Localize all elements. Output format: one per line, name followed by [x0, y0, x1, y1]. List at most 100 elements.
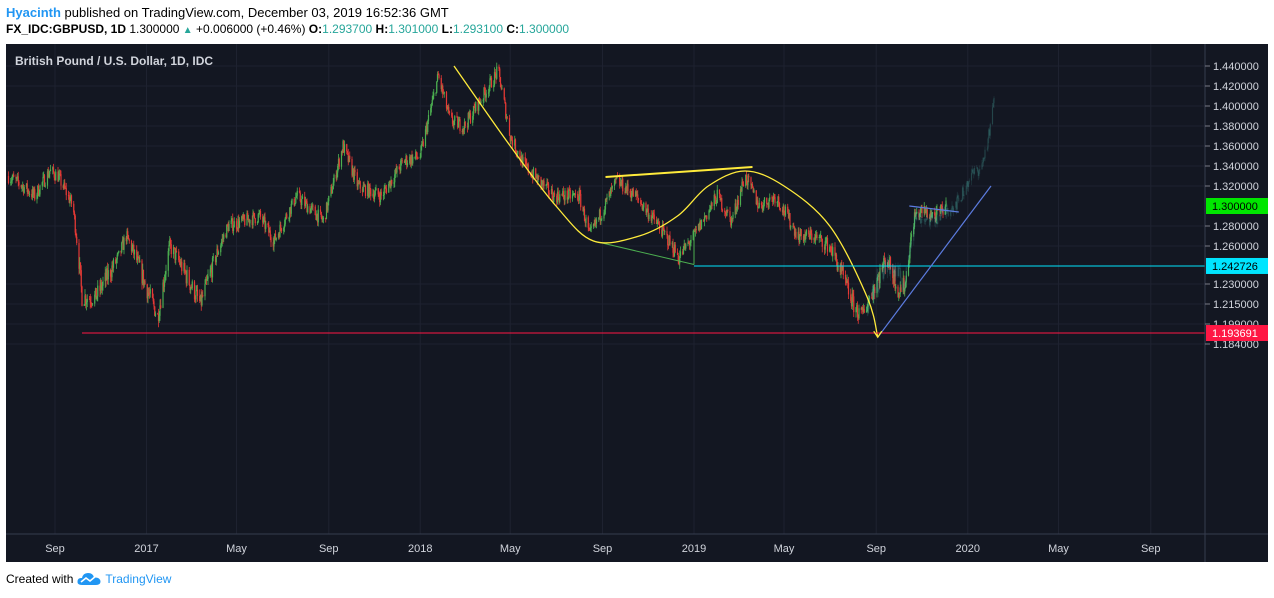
- candle-body: [778, 196, 780, 203]
- candle-body: [573, 193, 575, 195]
- candle-body: [613, 180, 616, 186]
- candle-body: [10, 181, 12, 183]
- candle-body: [112, 259, 115, 268]
- price-chart[interactable]: 1.440000 1.420000 1.400000 1.380000 1.360000…: [6, 44, 1268, 562]
- candle-body: [141, 260, 143, 284]
- candle-body: [517, 151, 519, 155]
- candle-body: [904, 288, 906, 292]
- candle-body: [799, 229, 802, 236]
- author-name[interactable]: Hyacinth: [6, 5, 61, 20]
- candle-body: [178, 260, 181, 262]
- candle-body: [804, 234, 806, 239]
- candle-body: [102, 281, 104, 286]
- candle-body: [894, 268, 896, 277]
- candle-body: [919, 213, 921, 218]
- y-tick-label: 1.400000: [1213, 101, 1259, 113]
- candle-body: [379, 191, 382, 203]
- candle-body: [572, 193, 574, 195]
- candle-body: [903, 277, 905, 292]
- candle-body: [604, 199, 607, 210]
- candle-body: [238, 220, 241, 228]
- candle-body: [898, 292, 900, 298]
- candle-body: [401, 160, 403, 162]
- candle-body: [453, 120, 455, 126]
- candle-body: [451, 116, 454, 124]
- candle-body: [879, 267, 881, 284]
- candle-body: [832, 247, 834, 257]
- candle-body: [280, 224, 282, 229]
- candle-body: [139, 260, 141, 263]
- candle-body: [454, 116, 456, 121]
- candle-body: [850, 300, 853, 307]
- blue-resistance-line[interactable]: [909, 205, 959, 213]
- candle-body: [137, 256, 139, 258]
- candle-body: [651, 216, 653, 221]
- candle-body: [400, 160, 403, 162]
- candle-body: [718, 189, 721, 195]
- candle-body: [867, 309, 869, 313]
- candle-body: [699, 220, 701, 231]
- candle-body: [63, 182, 65, 188]
- candle-body: [913, 212, 916, 228]
- candle-body: [96, 296, 98, 300]
- candle-body: [563, 197, 565, 201]
- candle-body: [960, 200, 962, 202]
- candle-body: [105, 272, 107, 281]
- candle-body: [862, 307, 864, 312]
- candle-body: [153, 301, 155, 307]
- candle-body: [902, 277, 904, 293]
- candle-body: [882, 264, 884, 270]
- candle-body: [391, 179, 393, 184]
- candle-body: [21, 186, 23, 188]
- candle-body: [514, 139, 517, 152]
- x-tick-label: 2017: [134, 543, 158, 555]
- candle-body: [695, 229, 697, 231]
- low-label: L:: [441, 22, 453, 36]
- candle-body: [357, 182, 359, 187]
- candle-body: [336, 172, 338, 179]
- candle-body: [511, 136, 513, 141]
- candle-body: [500, 87, 502, 89]
- candle-body: [895, 265, 897, 277]
- yellow-resistance-line[interactable]: [605, 166, 753, 178]
- candle-body: [274, 233, 276, 241]
- candle-body: [448, 111, 451, 113]
- tradingview-link[interactable]: TradingView: [105, 572, 172, 586]
- candle-body: [326, 202, 328, 211]
- candle-body: [614, 178, 616, 181]
- candle-body: [43, 175, 46, 187]
- candle-body: [175, 251, 178, 253]
- candle-body: [973, 167, 976, 174]
- candle-body: [457, 117, 459, 128]
- candle-body: [527, 164, 529, 173]
- ohlc-legend: FX_IDC:GBPUSD, 1D 1.300000 ▲ +0.006000 (…: [6, 22, 569, 36]
- candle-body: [37, 185, 39, 195]
- candle-body: [977, 171, 979, 176]
- candle-body: [808, 234, 811, 239]
- candle-body: [813, 238, 815, 240]
- candle-body: [16, 177, 18, 179]
- candle-body: [459, 119, 461, 131]
- candle-body: [715, 203, 718, 205]
- time-axis[interactable]: Sep 2017 May Sep 2018 May Sep 2019 May Sep 2020 May…: [45, 543, 1160, 555]
- candle-body: [855, 307, 857, 313]
- green-support-line[interactable]: [593, 240, 695, 265]
- x-tick-label: May: [226, 543, 247, 555]
- projection-candles: [866, 96, 995, 317]
- candle-body: [483, 87, 485, 100]
- candle-body: [212, 256, 214, 258]
- candle-body: [871, 297, 874, 300]
- candle-body: [436, 81, 438, 93]
- price-axis[interactable]: 1.440000 1.420000 1.400000 1.380000 1.360000…: [1205, 61, 1259, 351]
- candle-body: [388, 183, 390, 193]
- created-with-text: Created with: [6, 572, 74, 586]
- candle-body: [931, 212, 934, 215]
- candle-body: [814, 238, 816, 241]
- candle-body: [223, 234, 225, 239]
- candle-body: [352, 168, 354, 176]
- candle-body: [412, 156, 414, 164]
- blue-trend-line[interactable]: [877, 185, 992, 338]
- candle-body: [930, 212, 932, 218]
- yellow-cycle-curve[interactable]: [453, 65, 879, 338]
- candle-body: [200, 294, 202, 306]
